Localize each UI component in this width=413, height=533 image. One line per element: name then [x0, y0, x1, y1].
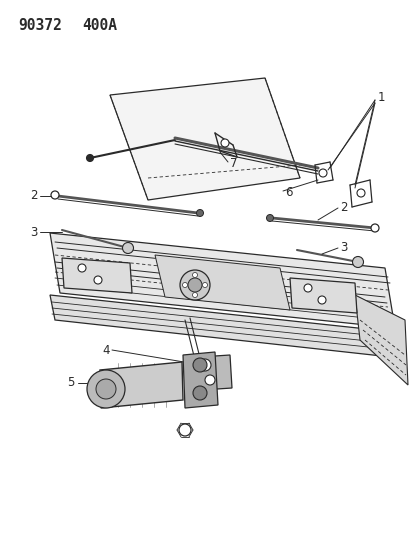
Polygon shape: [100, 362, 183, 408]
Circle shape: [196, 209, 203, 216]
Circle shape: [87, 370, 125, 408]
Text: 3: 3: [31, 225, 38, 238]
Circle shape: [96, 379, 116, 399]
Text: 2: 2: [31, 189, 38, 201]
Circle shape: [182, 282, 187, 287]
Text: 6: 6: [284, 185, 292, 198]
Text: 5: 5: [67, 376, 75, 390]
Circle shape: [178, 424, 190, 436]
Polygon shape: [183, 352, 218, 408]
Circle shape: [51, 191, 59, 199]
Polygon shape: [110, 78, 299, 200]
Circle shape: [303, 284, 311, 292]
Text: 1: 1: [377, 91, 385, 103]
Text: 90372: 90372: [18, 18, 62, 33]
Polygon shape: [289, 278, 356, 313]
Circle shape: [180, 270, 209, 300]
Circle shape: [317, 296, 325, 304]
Circle shape: [351, 256, 363, 268]
Circle shape: [266, 214, 273, 222]
Circle shape: [204, 375, 214, 385]
Circle shape: [188, 278, 202, 292]
Circle shape: [192, 358, 206, 372]
Circle shape: [199, 359, 211, 371]
Circle shape: [370, 224, 378, 232]
Circle shape: [78, 264, 86, 272]
Circle shape: [192, 293, 197, 297]
Text: 7: 7: [230, 157, 237, 169]
Circle shape: [192, 272, 197, 278]
Polygon shape: [185, 355, 231, 391]
Polygon shape: [154, 255, 289, 310]
Circle shape: [318, 169, 326, 177]
Text: 3: 3: [339, 240, 347, 254]
Polygon shape: [354, 295, 407, 385]
Text: 2: 2: [339, 200, 347, 214]
Text: 4: 4: [102, 343, 110, 357]
Polygon shape: [62, 258, 132, 293]
Polygon shape: [50, 233, 394, 328]
Circle shape: [122, 243, 133, 254]
Circle shape: [356, 189, 364, 197]
Circle shape: [94, 276, 102, 284]
Circle shape: [192, 386, 206, 400]
Polygon shape: [50, 295, 399, 358]
Text: 400A: 400A: [82, 18, 117, 33]
Circle shape: [221, 139, 228, 147]
Circle shape: [86, 155, 93, 161]
Circle shape: [202, 282, 207, 287]
